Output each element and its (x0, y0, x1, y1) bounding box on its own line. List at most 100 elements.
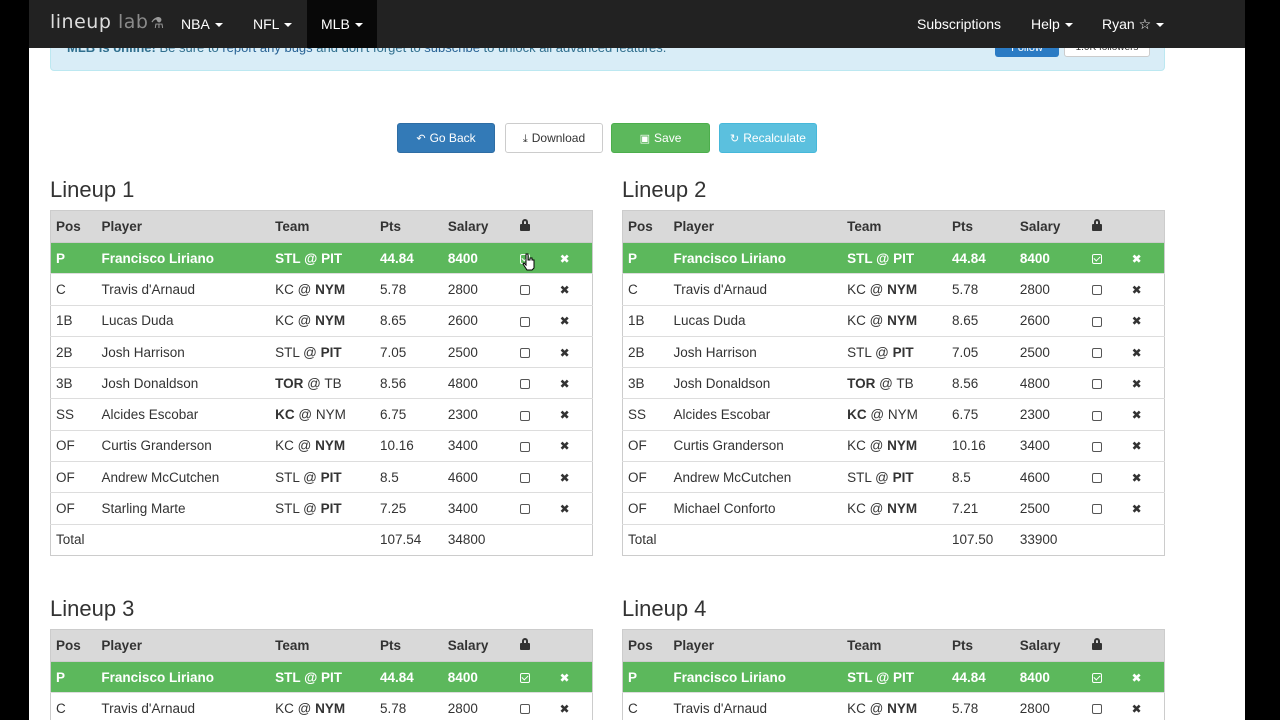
home-team: PIT (320, 469, 342, 485)
remove-player-icon[interactable]: ✖ (1131, 314, 1142, 329)
player-name-cell: Andrew McCutchen (96, 461, 271, 493)
player-name-cell: Michael Conforto (668, 492, 843, 525)
nav-nfl-dropdown[interactable]: NFL (239, 0, 306, 48)
nav-user-dropdown[interactable]: Ryan ☆ (1088, 0, 1178, 48)
lock-checkbox[interactable] (1091, 379, 1102, 390)
remove-player-icon[interactable]: ✖ (559, 502, 570, 517)
player-row: 2B Josh Harrison STL @ PIT 7.05 2500 ✖ (50, 335, 593, 368)
remove-player-icon[interactable]: ✖ (559, 470, 570, 485)
lock-checkbox[interactable] (519, 504, 530, 515)
remove-player-icon[interactable]: ✖ (1131, 502, 1142, 517)
lock-checkbox-checked[interactable] (1091, 673, 1102, 684)
lock-checkbox[interactable] (519, 285, 530, 296)
points-cell: 10.16 (946, 429, 1015, 462)
team-header: Team (270, 629, 375, 662)
remove-player-icon[interactable]: ✖ (1131, 345, 1142, 360)
save-button[interactable]: ▣ Save (611, 123, 710, 153)
lock-checkbox[interactable] (1091, 316, 1102, 327)
nav-help-dropdown[interactable]: Help (1017, 0, 1087, 48)
remove-player-icon[interactable]: ✖ (559, 282, 570, 297)
home-team: PIT (892, 469, 914, 485)
lock-checkbox[interactable] (1091, 285, 1102, 296)
matchup-cell: KC @ NYM (270, 398, 375, 431)
salary-header: Salary (442, 629, 515, 662)
recalculate-button[interactable]: ↻ Recalculate (719, 123, 817, 153)
remove-player-icon[interactable]: ✖ (559, 670, 570, 685)
position-cell: C (50, 273, 97, 306)
at-separator: @ (293, 700, 316, 716)
away-team: KC (847, 700, 866, 716)
lock-cell (514, 367, 555, 399)
points-cell: 7.05 (374, 335, 443, 368)
team-header: Team (270, 210, 375, 243)
lock-checkbox[interactable] (519, 410, 530, 421)
position-cell: OF (622, 492, 669, 525)
go-back-button[interactable]: ↶ Go Back (397, 123, 495, 153)
at-separator: @ (865, 438, 888, 454)
remove-player-icon[interactable]: ✖ (1131, 282, 1142, 297)
remove-cell: ✖ (554, 398, 593, 431)
empty-cell (270, 523, 375, 556)
nav-nba-dropdown[interactable]: NBA (167, 0, 237, 48)
total-row: Total 107.50 33900 (622, 523, 1165, 556)
lock-checkbox[interactable] (519, 316, 530, 327)
nav-mlb-dropdown[interactable]: MLB (307, 0, 377, 48)
lock-checkbox[interactable] (519, 347, 530, 358)
position-cell: P (50, 241, 97, 274)
total-label: Total (622, 523, 669, 556)
lock-checkbox[interactable] (519, 704, 530, 715)
lock-cell (1086, 398, 1127, 431)
matchup-cell: KC @ NYM (842, 273, 947, 306)
at-separator: @ (865, 313, 888, 329)
player-row: 1B Lucas Duda KC @ NYM 8.65 2600 ✖ (622, 304, 1165, 337)
player-name-cell: Francisco Liriano (668, 241, 843, 274)
remove-player-icon[interactable]: ✖ (1131, 670, 1142, 685)
lock-checkbox[interactable] (519, 379, 530, 390)
lock-checkbox[interactable] (1091, 441, 1102, 452)
matchup-cell: STL @ PIT (842, 660, 947, 693)
empty-cell (1126, 523, 1165, 556)
lineup-title: Lineup 3 (50, 596, 135, 621)
brand-logo[interactable]: lineup lab ⚗ (50, 11, 164, 33)
at-separator: @ (866, 407, 888, 423)
lock-checkbox[interactable] (519, 473, 530, 484)
remove-player-icon[interactable]: ✖ (559, 251, 570, 266)
matchup-cell: KC @ NYM (270, 304, 375, 337)
salary-cell: 2600 (1014, 304, 1087, 337)
remove-cell: ✖ (1126, 429, 1165, 462)
nav-subscriptions[interactable]: Subscriptions (903, 0, 1015, 48)
lock-checkbox[interactable] (1091, 704, 1102, 715)
remove-player-icon[interactable]: ✖ (1131, 376, 1142, 391)
go-back-label: Go Back (429, 131, 476, 145)
remove-player-icon[interactable]: ✖ (559, 408, 570, 423)
remove-player-icon[interactable]: ✖ (1131, 439, 1142, 454)
lock-checkbox-checked[interactable] (1091, 254, 1102, 265)
remove-player-icon[interactable]: ✖ (559, 376, 570, 391)
table-header-row: Pos Player Team Pts Salary (50, 629, 593, 662)
lock-checkbox[interactable] (1091, 473, 1102, 484)
remove-player-icon[interactable]: ✖ (1131, 701, 1142, 716)
remove-cell: ✖ (554, 304, 593, 337)
lock-checkbox[interactable] (519, 441, 530, 452)
caret-down-icon (1156, 23, 1165, 28)
remove-header (1126, 629, 1165, 662)
download-button[interactable]: ⤓ Download (505, 123, 603, 153)
remove-player-icon[interactable]: ✖ (1131, 408, 1142, 423)
lock-checkbox-checked[interactable] (519, 673, 530, 684)
points-cell: 6.75 (946, 398, 1015, 431)
away-team: TOR (847, 375, 876, 391)
away-team: STL (847, 469, 872, 485)
player-row: 2B Josh Harrison STL @ PIT 7.05 2500 ✖ (622, 335, 1165, 368)
remove-player-icon[interactable]: ✖ (559, 314, 570, 329)
remove-player-icon[interactable]: ✖ (559, 439, 570, 454)
table-header-row: Pos Player Team Pts Salary (50, 210, 593, 243)
lock-checkbox[interactable] (1091, 504, 1102, 515)
remove-player-icon[interactable]: ✖ (559, 345, 570, 360)
salary-header: Salary (442, 210, 515, 243)
lock-checkbox[interactable] (1091, 410, 1102, 421)
lock-checkbox[interactable] (1091, 347, 1102, 358)
home-team: NYM (315, 281, 346, 297)
remove-player-icon[interactable]: ✖ (1131, 470, 1142, 485)
remove-player-icon[interactable]: ✖ (559, 701, 570, 716)
remove-player-icon[interactable]: ✖ (1131, 251, 1142, 266)
